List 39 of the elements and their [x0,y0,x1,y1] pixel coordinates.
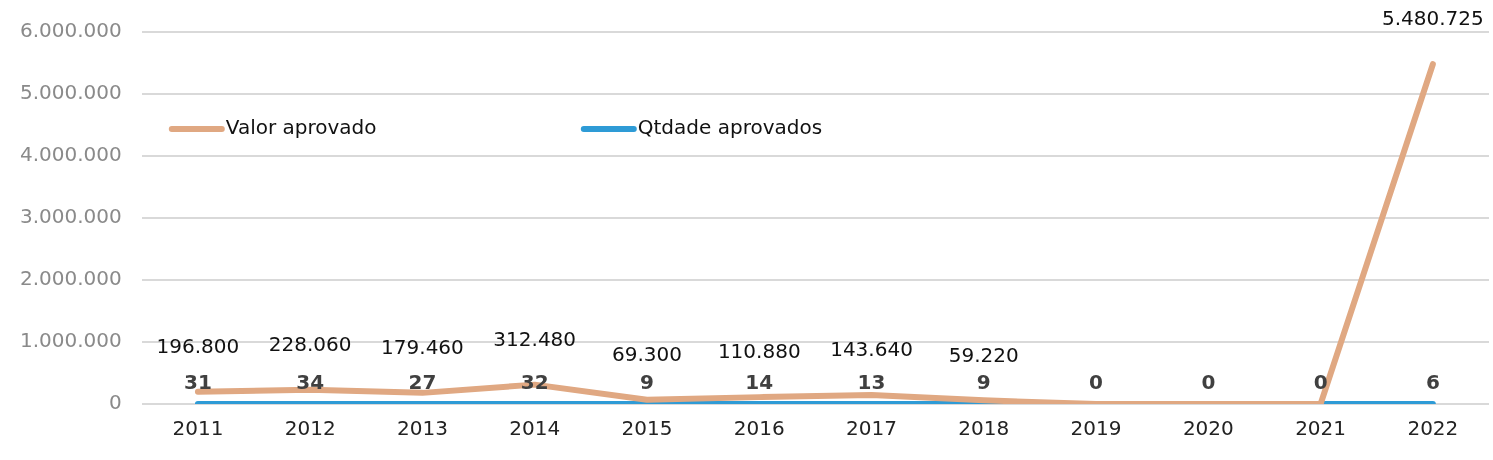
y-tick-label: 4.000.000 [19,142,122,167]
data-label: 69.300 [612,341,682,366]
x-tick-label: 2013 [397,416,448,441]
data-label: 13 [857,370,886,395]
x-tick-label: 2015 [621,416,673,441]
data-label: 0 [1089,370,1104,395]
y-tick-label: 6.000.000 [19,18,122,43]
legend-label: Qtdade aprovados [637,115,823,140]
data-label: 5.480.725 [1381,6,1484,31]
data-label: 143.640 [830,337,913,362]
data-label: 9 [976,370,991,395]
data-label: 14 [745,370,774,395]
data-label: 228.060 [268,332,352,357]
y-tick-label: 1.000.000 [19,328,122,353]
data-label: 31 [184,370,212,395]
x-tick-label: 2011 [172,416,224,441]
x-tick-label: 2017 [846,416,897,441]
x-tick-label: 2022 [1407,416,1459,441]
x-tick-label: 2014 [509,416,561,441]
x-tick-label: 2021 [1295,416,1347,441]
x-tick-label: 2018 [958,416,1010,441]
y-tick-label: 5.000.000 [19,80,122,105]
x-tick-label: 2020 [1182,416,1234,441]
x-tick-label: 2016 [733,416,785,441]
y-tick-label: 0 [109,390,122,415]
legend-label: Valor aprovado [225,115,377,140]
x-tick-label: 2019 [1070,416,1122,441]
y-tick-label: 3.000.000 [19,204,122,229]
x-tick-label: 2012 [284,416,336,441]
y-tick-label: 2.000.000 [19,266,122,291]
data-label: 0 [1201,370,1216,395]
data-label: 6 [1425,370,1440,395]
data-label: 110.880 [717,339,801,364]
data-label: 196.800 [156,334,240,358]
data-label: 179.460 [381,335,464,360]
data-label: 9 [640,370,654,395]
data-label: 59.220 [948,342,1019,367]
data-label: 312.480 [493,326,577,351]
data-label: 27 [408,370,437,395]
